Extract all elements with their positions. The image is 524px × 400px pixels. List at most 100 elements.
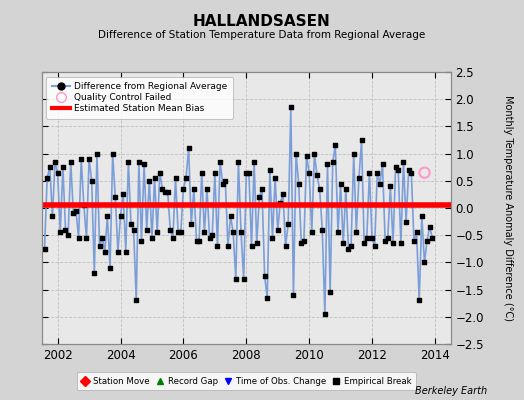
Y-axis label: Monthly Temperature Anomaly Difference (°C): Monthly Temperature Anomaly Difference (… xyxy=(504,95,514,321)
Point xyxy=(415,297,423,304)
Point xyxy=(373,170,381,176)
Point xyxy=(266,167,274,173)
Point xyxy=(143,226,151,233)
Point xyxy=(370,243,379,249)
Point xyxy=(43,175,51,181)
Point xyxy=(179,186,188,192)
Point xyxy=(208,232,216,238)
Point xyxy=(376,180,384,187)
Point xyxy=(137,238,146,244)
Point xyxy=(85,156,93,162)
Point xyxy=(378,161,387,168)
Point xyxy=(308,229,316,236)
Point xyxy=(122,248,130,255)
Point xyxy=(368,235,376,241)
Point xyxy=(355,175,363,181)
Point xyxy=(158,186,167,192)
Point xyxy=(153,229,161,236)
Point xyxy=(119,191,127,198)
Point xyxy=(90,270,99,276)
Point xyxy=(274,226,282,233)
Point xyxy=(326,289,334,296)
Point xyxy=(224,243,232,249)
Point xyxy=(344,246,353,252)
Point xyxy=(213,243,222,249)
Point xyxy=(171,175,180,181)
Point xyxy=(347,243,355,249)
Point xyxy=(342,186,350,192)
Point xyxy=(360,240,368,246)
Text: HALLANDSASEN: HALLANDSASEN xyxy=(193,14,331,29)
Point xyxy=(263,294,271,301)
Point xyxy=(336,180,345,187)
Point xyxy=(148,235,156,241)
Point xyxy=(247,243,256,249)
Point xyxy=(245,170,253,176)
Point xyxy=(192,238,201,244)
Point xyxy=(394,167,402,173)
Point xyxy=(391,164,400,170)
Point xyxy=(407,170,416,176)
Point xyxy=(384,235,392,241)
Point xyxy=(365,170,374,176)
Point xyxy=(226,213,235,219)
Point xyxy=(350,150,358,157)
Point xyxy=(74,235,83,241)
Point xyxy=(389,240,397,246)
Point xyxy=(200,229,209,236)
Point xyxy=(161,188,169,195)
Point xyxy=(234,158,243,165)
Point xyxy=(95,243,104,249)
Point xyxy=(51,158,59,165)
Point xyxy=(310,150,319,157)
Point xyxy=(420,259,429,266)
Point xyxy=(184,145,193,151)
Point xyxy=(187,221,195,228)
Point xyxy=(174,229,182,236)
Point xyxy=(203,186,211,192)
Point xyxy=(169,235,177,241)
Point xyxy=(300,238,308,244)
Point xyxy=(294,180,303,187)
Point xyxy=(318,226,326,233)
Point xyxy=(182,175,190,181)
Point xyxy=(255,194,264,200)
Legend: Station Move, Record Gap, Time of Obs. Change, Empirical Break: Station Move, Record Gap, Time of Obs. C… xyxy=(77,372,416,390)
Point xyxy=(198,170,206,176)
Point xyxy=(271,175,279,181)
Point xyxy=(56,229,64,236)
Point xyxy=(163,188,172,195)
Point xyxy=(425,224,434,230)
Point xyxy=(287,104,295,110)
Point xyxy=(82,235,91,241)
Point xyxy=(289,292,298,298)
Point xyxy=(323,161,332,168)
Point xyxy=(399,158,408,165)
Text: Berkeley Earth: Berkeley Earth xyxy=(415,386,487,396)
Point xyxy=(229,229,237,236)
Point xyxy=(242,170,250,176)
Point xyxy=(412,229,421,236)
Point xyxy=(276,199,285,206)
Point xyxy=(260,273,269,279)
Point xyxy=(98,235,106,241)
Point xyxy=(315,186,324,192)
Point xyxy=(253,240,261,246)
Point xyxy=(305,170,313,176)
Point xyxy=(418,213,426,219)
Point xyxy=(111,194,119,200)
Point xyxy=(61,226,70,233)
Point xyxy=(77,156,85,162)
Point xyxy=(410,238,418,244)
Point xyxy=(40,246,49,252)
Point xyxy=(281,243,290,249)
Point xyxy=(48,213,57,219)
Point xyxy=(145,178,154,184)
Point xyxy=(420,170,429,176)
Point xyxy=(108,150,117,157)
Point xyxy=(268,235,277,241)
Point xyxy=(205,235,214,241)
Point xyxy=(339,240,347,246)
Point xyxy=(156,170,164,176)
Point xyxy=(357,137,366,143)
